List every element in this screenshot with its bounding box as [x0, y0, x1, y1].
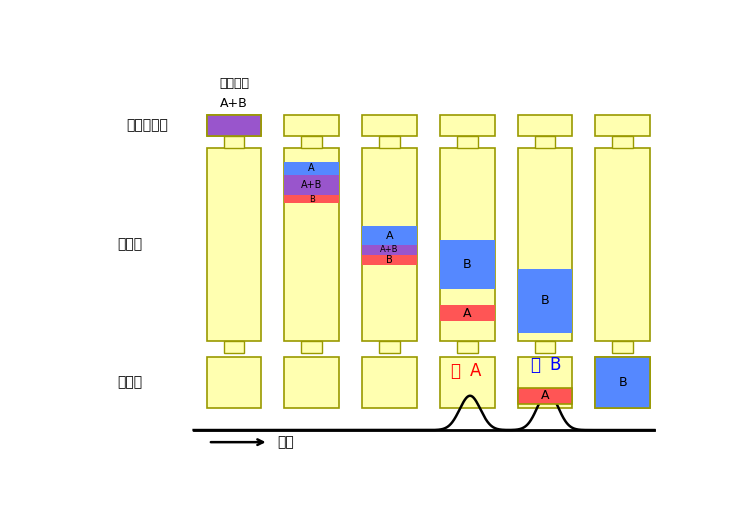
Bar	[285, 195, 339, 203]
Bar	[457, 136, 478, 148]
Text: A: A	[308, 163, 315, 173]
Bar	[534, 136, 555, 148]
Bar	[207, 357, 262, 408]
Text: B: B	[541, 294, 549, 308]
Bar	[440, 148, 495, 341]
Bar	[207, 148, 262, 341]
Bar	[362, 245, 417, 255]
Bar	[518, 269, 572, 333]
Bar	[595, 115, 650, 136]
Bar	[379, 136, 400, 148]
Text: 峰: 峰	[530, 356, 539, 374]
Bar	[440, 241, 495, 289]
Bar	[362, 148, 417, 341]
Bar	[379, 341, 400, 353]
Bar	[534, 341, 555, 353]
Text: A: A	[386, 231, 393, 241]
Text: B: B	[386, 255, 393, 265]
Bar	[362, 226, 417, 245]
Text: 时间: 时间	[277, 435, 294, 449]
Text: B: B	[618, 376, 627, 389]
Bar	[595, 357, 650, 408]
Bar	[457, 341, 478, 353]
Text: B: B	[309, 195, 314, 204]
Bar	[285, 162, 339, 175]
Bar	[440, 115, 495, 136]
Bar	[518, 388, 572, 404]
Text: 检测器: 检测器	[117, 375, 143, 389]
Bar	[595, 148, 650, 341]
Bar	[224, 136, 244, 148]
Bar	[285, 357, 339, 408]
Bar	[612, 341, 633, 353]
Bar	[518, 357, 572, 408]
Bar	[302, 136, 322, 148]
Text: A: A	[541, 389, 549, 402]
Bar	[518, 148, 572, 341]
Bar	[362, 357, 417, 408]
Text: 色谱柱: 色谱柱	[117, 237, 143, 252]
Text: B: B	[463, 258, 472, 271]
Bar	[362, 115, 417, 136]
Text: B: B	[550, 356, 561, 374]
Bar	[440, 305, 495, 321]
Bar	[518, 115, 572, 136]
Text: A: A	[463, 307, 471, 320]
Text: A+B: A+B	[220, 97, 248, 110]
Bar	[440, 357, 495, 408]
Bar	[302, 341, 322, 353]
Text: A: A	[470, 362, 481, 379]
Text: 峰: 峰	[450, 362, 460, 379]
Text: 样品注入: 样品注入	[219, 77, 249, 90]
Bar	[612, 136, 633, 148]
Text: 样品注入口: 样品注入口	[126, 118, 169, 133]
Text: A+B: A+B	[301, 180, 322, 190]
Bar	[285, 175, 339, 195]
Bar	[285, 115, 339, 136]
Text: A+B: A+B	[380, 245, 399, 254]
Bar	[362, 255, 417, 265]
Bar	[207, 115, 262, 136]
Bar	[285, 148, 339, 341]
Bar	[224, 341, 244, 353]
Bar	[207, 115, 262, 136]
Bar	[595, 357, 650, 408]
